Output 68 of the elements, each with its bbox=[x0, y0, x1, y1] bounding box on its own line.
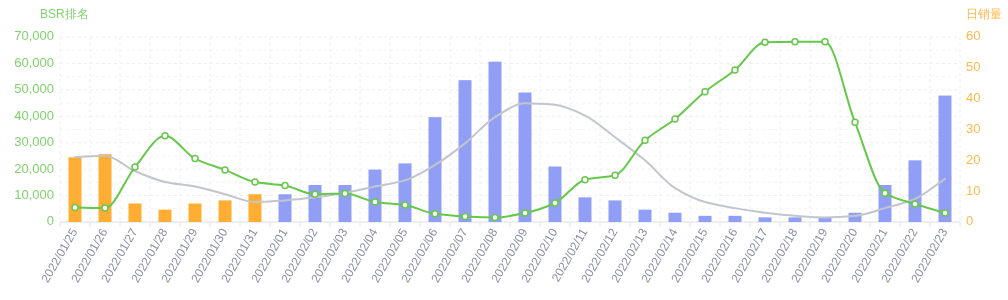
point bbox=[101, 204, 109, 212]
bar bbox=[158, 209, 172, 222]
point bbox=[221, 166, 229, 174]
y2-tick-label: 50 bbox=[966, 59, 981, 75]
point bbox=[71, 203, 79, 212]
point bbox=[371, 198, 379, 206]
bar bbox=[938, 95, 952, 222]
bar bbox=[68, 157, 82, 222]
bar bbox=[668, 212, 682, 222]
point bbox=[641, 136, 649, 145]
point bbox=[941, 209, 949, 217]
point bbox=[821, 38, 829, 46]
point bbox=[581, 175, 589, 184]
y-tick-label: 60,000 bbox=[14, 54, 54, 70]
point bbox=[881, 189, 889, 197]
point bbox=[761, 38, 769, 47]
point bbox=[281, 181, 289, 190]
y2-tick-label: 10 bbox=[966, 182, 981, 198]
bar bbox=[518, 92, 532, 222]
y-tick-label: 20,000 bbox=[14, 160, 54, 176]
bar bbox=[428, 117, 442, 222]
point bbox=[401, 201, 409, 209]
bar bbox=[548, 166, 562, 222]
bar bbox=[788, 217, 802, 222]
y2-tick-label: 60 bbox=[966, 28, 981, 44]
point bbox=[461, 212, 469, 221]
point bbox=[731, 66, 739, 74]
point bbox=[491, 213, 499, 222]
y-tick-label: 50,000 bbox=[14, 81, 54, 97]
bar bbox=[758, 217, 772, 222]
bar bbox=[578, 197, 592, 222]
bar bbox=[458, 80, 472, 222]
point bbox=[311, 190, 319, 198]
y-tick-label: 40,000 bbox=[14, 107, 54, 123]
y2-tick-label: 20 bbox=[966, 151, 981, 167]
point bbox=[251, 178, 259, 186]
bar bbox=[638, 209, 652, 222]
point bbox=[341, 189, 349, 198]
bar bbox=[248, 194, 262, 222]
point bbox=[851, 118, 859, 127]
point bbox=[161, 132, 169, 140]
point bbox=[131, 163, 139, 171]
point bbox=[791, 38, 799, 46]
bar bbox=[488, 61, 502, 222]
bar bbox=[728, 215, 742, 222]
point bbox=[431, 210, 439, 218]
point bbox=[551, 199, 559, 207]
y-tick-label: 70,000 bbox=[14, 28, 54, 44]
bar bbox=[128, 203, 142, 222]
y2-tick-label: 30 bbox=[966, 120, 981, 136]
bar bbox=[278, 194, 292, 222]
point bbox=[911, 200, 919, 208]
y-axis-title: BSR排名 bbox=[40, 7, 89, 21]
y2-tick-label: 40 bbox=[966, 90, 981, 106]
point bbox=[671, 115, 679, 123]
bar bbox=[608, 200, 622, 222]
y2-tick-label: 0 bbox=[966, 213, 974, 229]
point bbox=[701, 87, 709, 96]
y-tick-label: 10,000 bbox=[14, 187, 54, 203]
point bbox=[521, 209, 529, 217]
point bbox=[191, 154, 199, 163]
bar bbox=[218, 200, 232, 222]
y-tick-label: 0 bbox=[46, 213, 54, 229]
bar bbox=[188, 203, 202, 222]
y2-axis-title: 日销量 bbox=[966, 7, 1002, 21]
y-tick-label: 30,000 bbox=[14, 134, 54, 150]
bar bbox=[698, 215, 712, 222]
point bbox=[611, 171, 619, 179]
